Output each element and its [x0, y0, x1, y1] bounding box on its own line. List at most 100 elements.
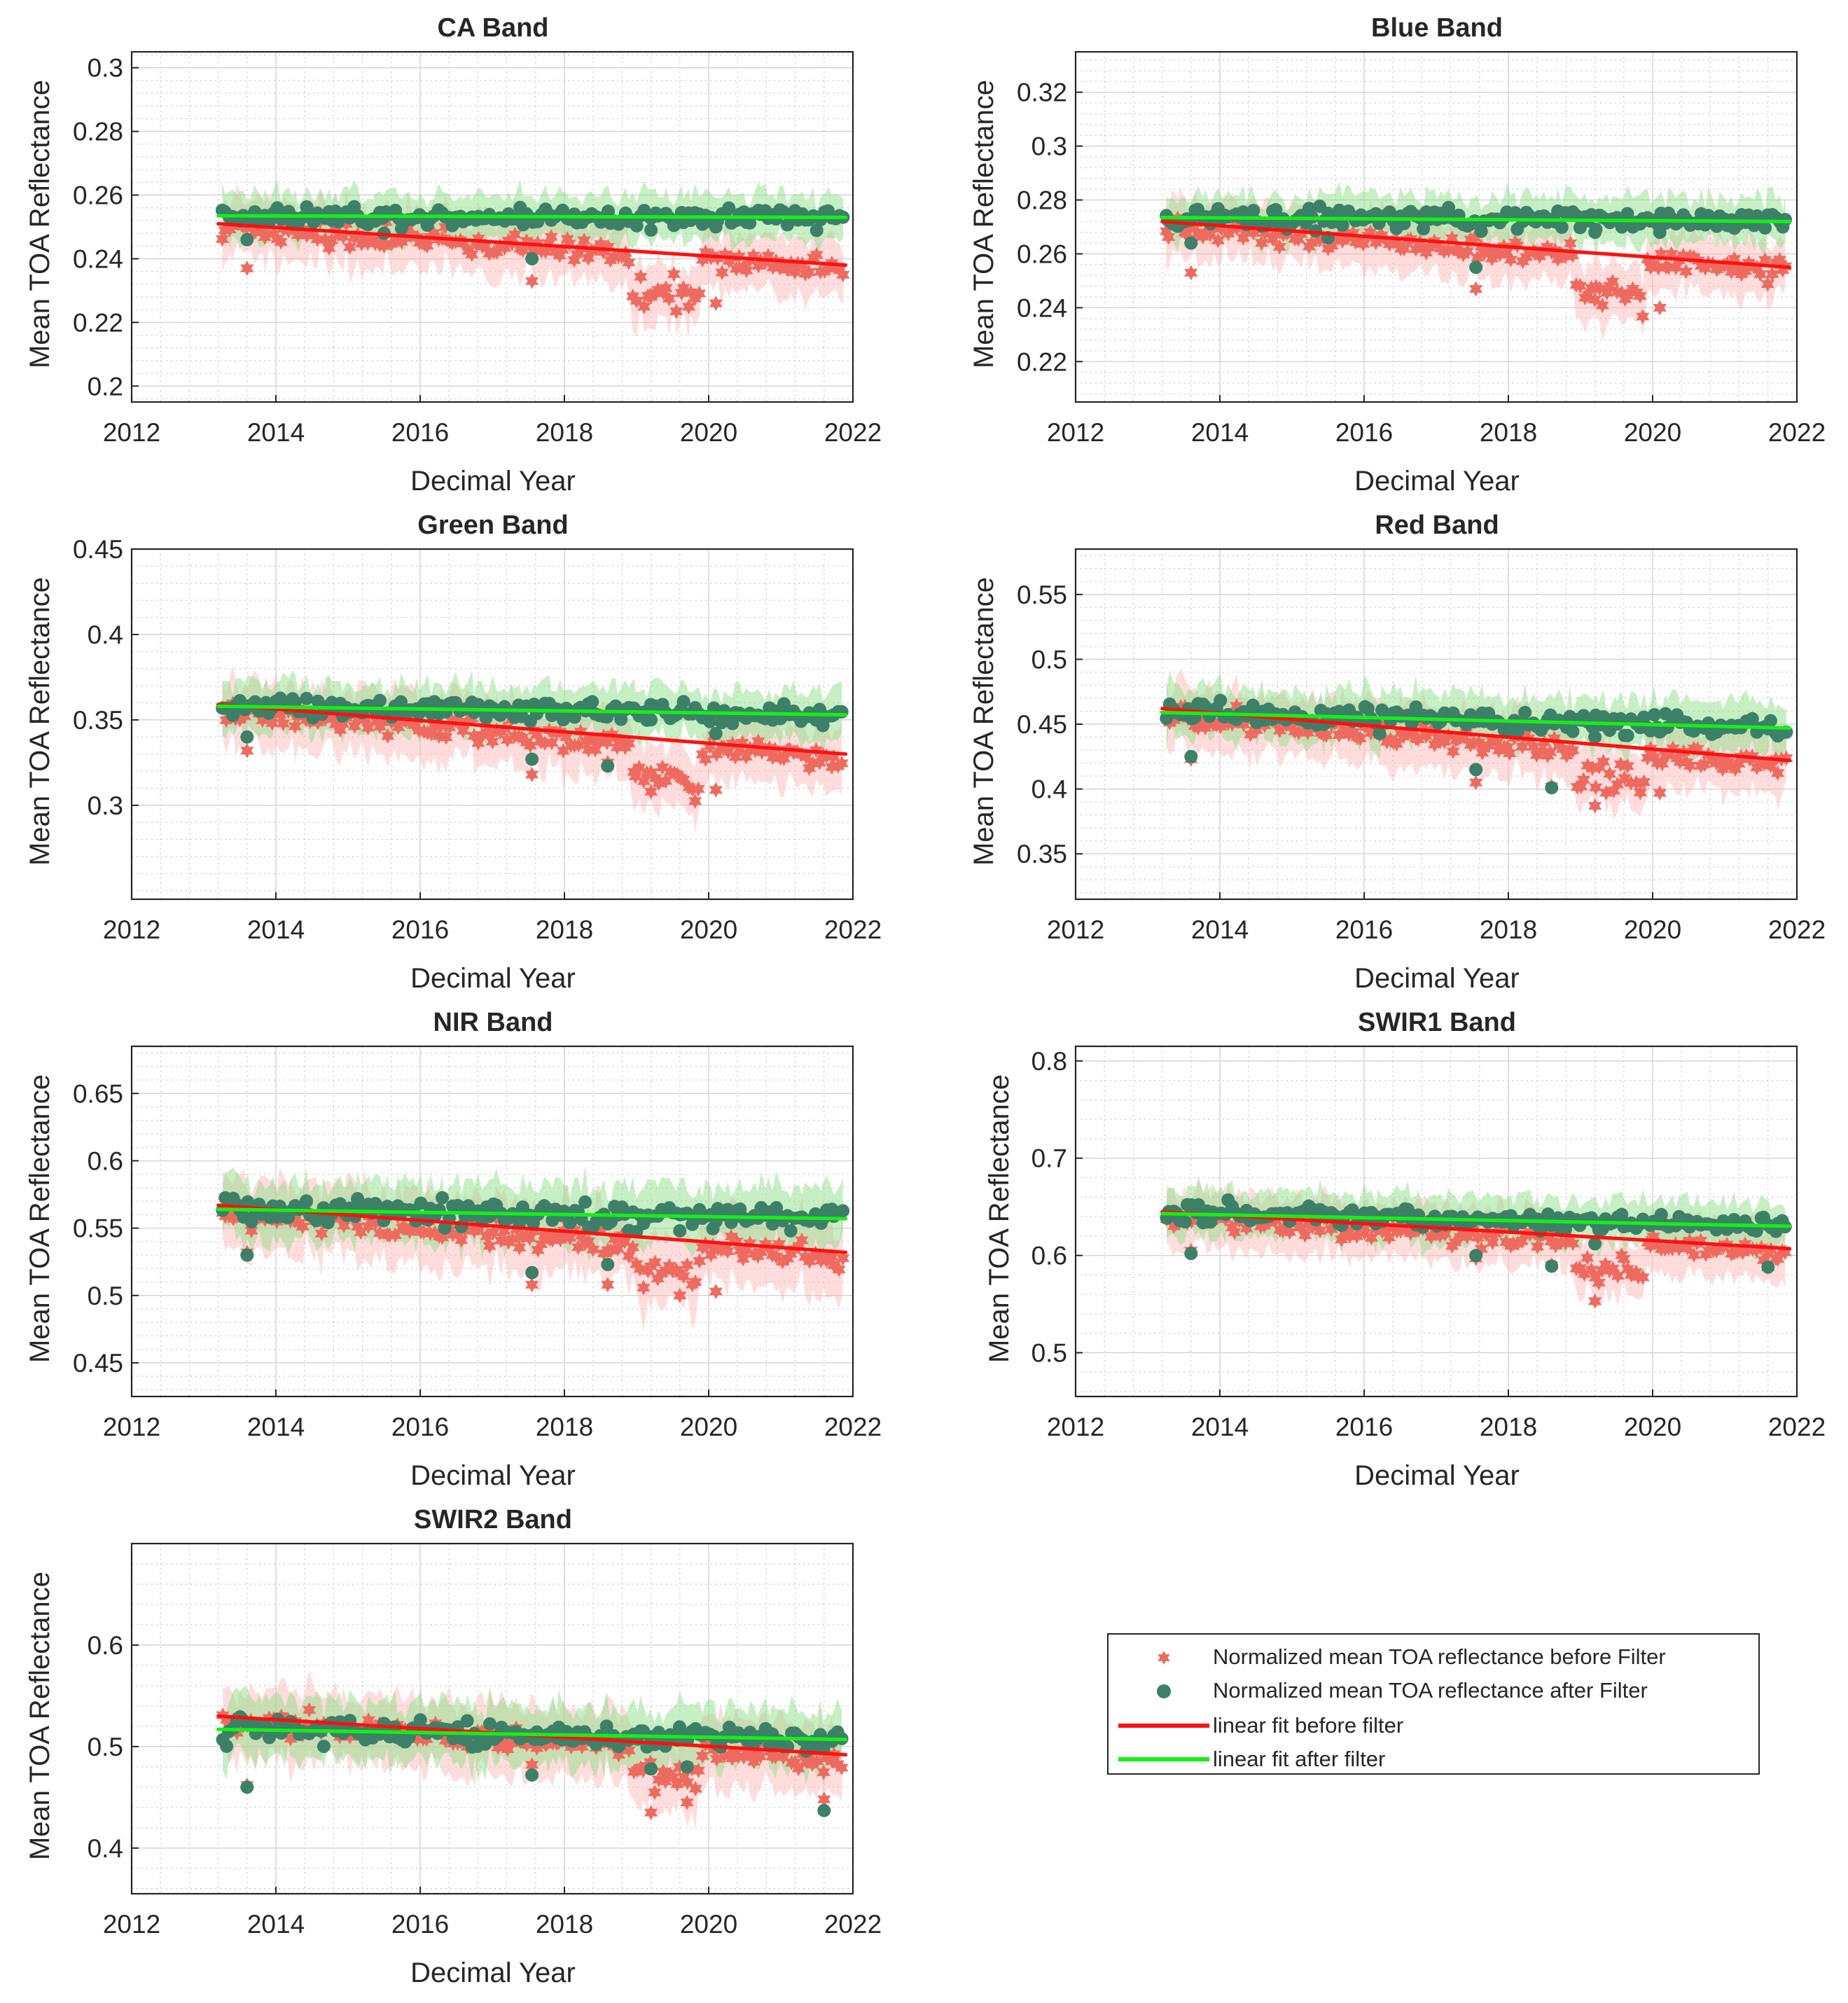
point-after-filter [676, 695, 690, 709]
point-after-filter [1620, 207, 1634, 221]
x-tick-label: 2016 [391, 915, 449, 944]
point-before-filter [836, 267, 850, 283]
point-before-filter [465, 247, 479, 263]
y-tick-label: 0.4 [88, 1834, 123, 1863]
point-after-filter [1566, 724, 1580, 738]
x-tick-label: 2014 [1191, 915, 1249, 944]
outlier-after-filter [1545, 1259, 1559, 1273]
outlier-after-filter [1653, 725, 1667, 739]
point-before-filter [692, 285, 707, 302]
point-before-filter [244, 1223, 258, 1239]
outlier-after-filter [1588, 1237, 1602, 1251]
x-axis-label: Decimal Year [1354, 466, 1520, 497]
point-after-filter [1269, 202, 1283, 216]
x-tick-label: 2022 [1768, 1413, 1826, 1441]
outlier-before-filter [240, 742, 254, 758]
outlier-before-filter [644, 1805, 658, 1821]
point-before-filter [1665, 246, 1679, 262]
point-before-filter [545, 735, 559, 751]
fit-line-before-filter [216, 702, 848, 756]
point-before-filter [1618, 770, 1632, 786]
point-before-filter [1573, 278, 1587, 294]
x-axis-label: Decimal Year [1354, 963, 1520, 994]
point-before-filter [1592, 1275, 1606, 1291]
x-tick-label: 2012 [103, 1413, 160, 1441]
point-before-filter [1254, 235, 1269, 251]
point-before-filter [303, 1702, 317, 1718]
point-after-filter [1745, 712, 1759, 726]
x-tick-label: 2022 [824, 1910, 882, 1939]
y-tick-label: 0.45 [73, 535, 123, 564]
x-tick-label: 2018 [536, 915, 593, 944]
outlier-before-filter [1588, 291, 1602, 307]
y-tick-label: 0.6 [88, 1146, 123, 1175]
outlier-after-filter [601, 1258, 615, 1272]
point-before-filter [1566, 742, 1580, 758]
axes-box [1074, 50, 1798, 403]
point-before-filter [761, 248, 775, 264]
outlier-before-filter [1321, 240, 1335, 256]
point-before-filter [715, 265, 729, 281]
outlier-after-filter [1545, 781, 1559, 795]
point-before-filter [1690, 741, 1704, 757]
x-tick-label: 2016 [391, 1413, 449, 1441]
x-tick-label: 2018 [1480, 1413, 1537, 1441]
point-before-filter [676, 772, 690, 788]
data-layer [1159, 181, 1793, 342]
point-after-filter [1345, 1203, 1359, 1217]
fit-line-before-filter [216, 221, 848, 268]
x-tick-label: 2016 [1335, 915, 1393, 944]
outlier-after-filter [240, 1248, 254, 1262]
point-after-filter [1648, 708, 1662, 722]
y-tick-label: 0.3 [88, 54, 123, 83]
data-layer [1160, 1177, 1792, 1309]
x-tick-label: 2020 [680, 1910, 737, 1939]
y-tick-label: 0.55 [73, 1214, 123, 1243]
data-layer [1160, 668, 1793, 819]
point-before-filter [739, 263, 753, 279]
x-tick-label: 2020 [680, 915, 737, 944]
point-after-filter [1615, 1207, 1629, 1221]
outlier-before-filter [709, 1283, 723, 1300]
axes-box [130, 548, 854, 901]
x-tick-label: 2012 [103, 915, 160, 944]
panel-red-band: Red Band Decimal Year Mean TOA Reflectan… [968, 511, 1826, 994]
outlier-before-filter [680, 1794, 694, 1810]
x-tick-label: 2016 [391, 418, 449, 447]
point-before-filter [1461, 243, 1475, 259]
plot-area: 2012 2014 2016 2018 2020 2022 0.2 0.22 0.24 0.26 0… [73, 50, 882, 447]
outlier-after-filter [1653, 226, 1667, 240]
point-before-filter [215, 231, 230, 247]
y-tick-label: 0.24 [1017, 293, 1067, 322]
point-before-filter [622, 1248, 636, 1264]
x-tick-label: 2016 [1335, 1413, 1393, 1441]
point-before-filter [648, 1254, 662, 1270]
point-before-filter [1679, 263, 1693, 279]
point-before-filter [835, 755, 849, 771]
outlier-after-filter [680, 1760, 694, 1774]
y-tick-label: 0.32 [1017, 78, 1067, 107]
outlier-before-filter [1588, 1293, 1602, 1309]
legend-label-before-marker: Normalized mean TOA reflectance before F… [1213, 1644, 1666, 1669]
point-before-filter [1530, 1239, 1545, 1255]
point-after-filter [1637, 710, 1651, 724]
outlier-before-filter [1184, 265, 1198, 281]
point-before-filter [632, 759, 646, 775]
panel-title: SWIR1 Band [1358, 1008, 1516, 1037]
point-after-filter [1442, 200, 1456, 214]
y-tick-label: 0.5 [88, 1282, 123, 1310]
outlier-before-filter [1588, 798, 1602, 814]
point-before-filter [681, 1774, 695, 1790]
point-before-filter [1547, 730, 1562, 747]
fit-line-after-filter [1160, 216, 1792, 223]
point-before-filter [586, 1242, 600, 1258]
axes-box [1074, 1045, 1798, 1398]
point-before-filter [736, 1251, 750, 1267]
legend: Normalized mean TOA reflectance before F… [1107, 1633, 1760, 1775]
panel-title: NIR Band [433, 1008, 553, 1037]
point-after-filter [436, 1191, 450, 1205]
point-after-filter [1758, 221, 1772, 235]
x-axis-label: Decimal Year [410, 466, 576, 497]
point-before-filter [1503, 251, 1518, 268]
point-before-filter [1646, 1228, 1660, 1245]
